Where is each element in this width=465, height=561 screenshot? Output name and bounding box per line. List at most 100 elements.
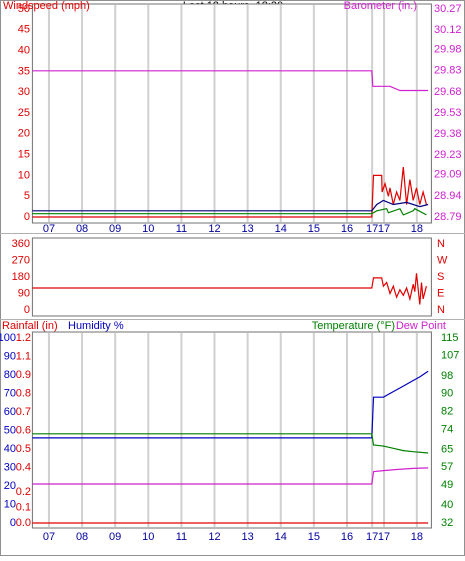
y2-tick-label: 115 bbox=[441, 332, 459, 344]
y2-tick-label: 28.79 bbox=[434, 211, 462, 223]
y3-tick-label: 0.7 bbox=[16, 406, 31, 418]
x-tick-label: 17 bbox=[366, 223, 378, 235]
y3-tick-label: 0.6 bbox=[16, 424, 31, 436]
legend-entry: Humidity % bbox=[68, 320, 124, 332]
y-tick-label: 10 bbox=[18, 169, 30, 181]
y-tick-label: 40 bbox=[4, 443, 16, 455]
x-tick-label: 15 bbox=[308, 531, 320, 543]
y-tick-label: 50 bbox=[18, 3, 30, 15]
legend-entry: Rainfall (in) bbox=[2, 320, 58, 332]
x-tick-label: 17 bbox=[378, 531, 390, 543]
y-tick-label: 60 bbox=[4, 406, 16, 418]
y3-tick-label: 0.4 bbox=[16, 461, 31, 473]
legend-entry: Barometer (in.) bbox=[344, 0, 417, 12]
series-line bbox=[32, 433, 429, 454]
y-tick-label: 0 bbox=[24, 211, 30, 223]
y-tick-label: 25 bbox=[18, 107, 30, 119]
y2-tick-label: 29.09 bbox=[434, 169, 462, 181]
legend-entry: Dew Point bbox=[396, 320, 446, 332]
y-tick-label: 30 bbox=[18, 86, 30, 98]
y2-tick-label: 49 bbox=[441, 479, 453, 491]
y-tick-label: 70 bbox=[4, 387, 16, 399]
y2-tick-label: 32 bbox=[441, 517, 453, 529]
y-tick-label: 180 bbox=[12, 271, 30, 283]
y2-tick-label: 29.98 bbox=[434, 44, 462, 56]
x-tick-label: 13 bbox=[242, 531, 254, 543]
series-line bbox=[32, 199, 429, 212]
y2-tick-label: 30.12 bbox=[434, 24, 462, 36]
series-line bbox=[32, 370, 429, 439]
y-tick-label: 20 bbox=[18, 128, 30, 140]
y2-tick-label: 40 bbox=[441, 499, 453, 511]
y-tick-label: 80 bbox=[4, 369, 16, 381]
plot-area bbox=[31, 237, 432, 317]
series-line bbox=[32, 70, 429, 92]
y3-tick-label: 0.1 bbox=[16, 501, 31, 513]
y-tick-label: 20 bbox=[4, 480, 16, 492]
y3-tick-label: 1.1 bbox=[16, 350, 31, 362]
x-tick-label: 11 bbox=[176, 531, 187, 543]
y2-tick-label: 28.94 bbox=[434, 190, 462, 202]
y2-tick-label: 82 bbox=[441, 405, 453, 417]
x-tick-label: 18 bbox=[411, 223, 423, 235]
y2-tick-label: N bbox=[437, 238, 445, 250]
x-tick-label: 08 bbox=[76, 223, 88, 235]
y2-tick-label: 29.23 bbox=[434, 149, 462, 161]
legend-entry: Windspeed (mph) bbox=[3, 0, 90, 12]
y-tick-label: 10 bbox=[4, 498, 16, 510]
y-tick-label: 90 bbox=[18, 287, 30, 299]
y3-tick-label: 0.9 bbox=[16, 369, 31, 381]
y3-tick-label: 0.5 bbox=[16, 443, 31, 455]
y3-tick-label: 0.0 bbox=[16, 517, 31, 529]
y2-tick-label: 90 bbox=[441, 388, 453, 400]
series-line bbox=[32, 467, 429, 485]
y-tick-label: 0 bbox=[24, 304, 30, 316]
y-tick-label: 100 bbox=[0, 332, 16, 344]
x-tick-label: 17 bbox=[378, 223, 390, 235]
x-tick-label: 13 bbox=[242, 223, 254, 235]
y2-tick-label: 29.38 bbox=[434, 128, 462, 140]
legend-entry: Temperature (°F) bbox=[312, 320, 395, 332]
y-tick-label: 35 bbox=[18, 65, 30, 77]
y2-tick-label: 29.83 bbox=[434, 65, 462, 77]
y2-tick-label: N bbox=[437, 304, 445, 316]
y2-tick-label: 74 bbox=[441, 423, 453, 435]
y-tick-label: 40 bbox=[18, 45, 30, 57]
x-tick-label: 12 bbox=[208, 223, 220, 235]
y-tick-label: 15 bbox=[18, 149, 30, 161]
y3-tick-label: 0.2 bbox=[16, 486, 31, 498]
series-line bbox=[32, 207, 427, 216]
plot-area bbox=[31, 331, 432, 529]
y2-tick-label: 29.53 bbox=[434, 107, 462, 119]
x-tick-label: 12 bbox=[208, 531, 220, 543]
x-tick-label: 10 bbox=[142, 531, 154, 543]
y2-tick-label: 30.27 bbox=[434, 3, 462, 15]
x-tick-label: 08 bbox=[76, 531, 88, 543]
y2-tick-label: 98 bbox=[441, 370, 453, 382]
x-tick-label: 09 bbox=[109, 531, 121, 543]
y2-tick-label: W bbox=[437, 254, 448, 266]
x-tick-label: 07 bbox=[43, 223, 55, 235]
y-tick-label: 270 bbox=[12, 254, 30, 266]
y-tick-label: 30 bbox=[4, 461, 16, 473]
y3-tick-label: 1.2 bbox=[16, 332, 31, 344]
y-tick-label: 90 bbox=[4, 350, 16, 362]
y2-tick-label: E bbox=[437, 287, 444, 299]
y-tick-label: 5 bbox=[24, 190, 30, 202]
y2-tick-label: 57 bbox=[441, 461, 453, 473]
x-tick-label: 17 bbox=[366, 531, 378, 543]
y-tick-label: 45 bbox=[18, 24, 30, 36]
y-tick-label: 50 bbox=[4, 424, 16, 436]
x-tick-label: 10 bbox=[142, 223, 154, 235]
plot-area bbox=[31, 3, 432, 224]
series-line bbox=[32, 167, 427, 218]
y2-tick-label: 107 bbox=[441, 350, 459, 362]
x-tick-label: 15 bbox=[308, 223, 320, 235]
y3-tick-label: 0.8 bbox=[16, 387, 31, 399]
x-tick-label: 07 bbox=[43, 531, 55, 543]
series-line bbox=[32, 273, 427, 305]
y2-tick-label: S bbox=[437, 271, 444, 283]
x-tick-label: 11 bbox=[176, 223, 187, 235]
